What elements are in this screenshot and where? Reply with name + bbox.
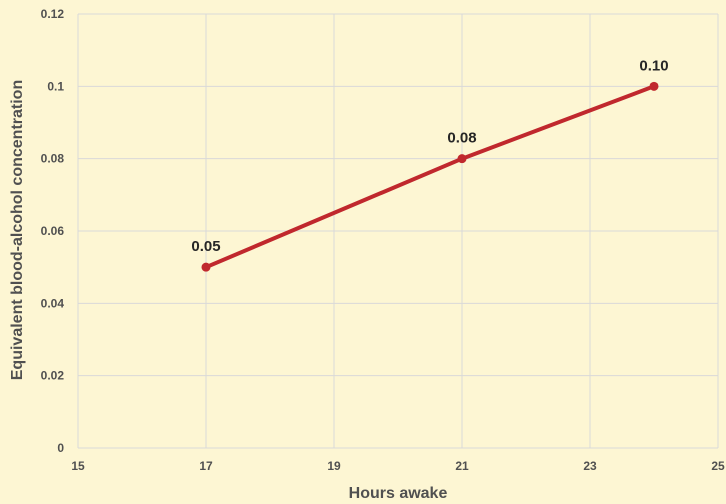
y-tick-label: 0.06 [41, 224, 65, 238]
data-point [649, 81, 659, 91]
x-axis-title: Hours awake [349, 485, 448, 502]
data-labels: 0.05 0.08 0.10 [191, 57, 668, 255]
x-tick-label: 17 [199, 459, 213, 473]
y-axis-title: Equivalent blood-alcohol concentration [9, 80, 26, 380]
y-tick-label: 0 [57, 441, 64, 455]
y-tick-label: 0.1 [47, 79, 64, 93]
x-tick-label: 23 [583, 459, 597, 473]
data-label: 0.10 [639, 57, 668, 74]
y-tick-label: 0.12 [41, 7, 65, 21]
series-line [205, 84, 655, 270]
y-tick-label: 0.08 [41, 152, 65, 166]
x-tick-label: 25 [711, 459, 725, 473]
y-tick-label: 0.02 [41, 369, 65, 383]
x-tick-label: 21 [455, 459, 469, 473]
series [201, 81, 659, 272]
y-tick-labels: 0 0.02 0.04 0.06 0.08 0.1 0.12 [41, 7, 65, 455]
y-tick-label: 0.04 [41, 296, 65, 310]
x-tick-labels: 15 17 19 21 23 25 [71, 459, 725, 473]
data-point [201, 262, 211, 272]
x-tick-label: 15 [71, 459, 85, 473]
data-label: 0.08 [447, 130, 476, 147]
data-point [457, 154, 467, 164]
x-tick-label: 19 [327, 459, 341, 473]
data-label: 0.05 [191, 238, 220, 255]
grid [77, 13, 719, 449]
